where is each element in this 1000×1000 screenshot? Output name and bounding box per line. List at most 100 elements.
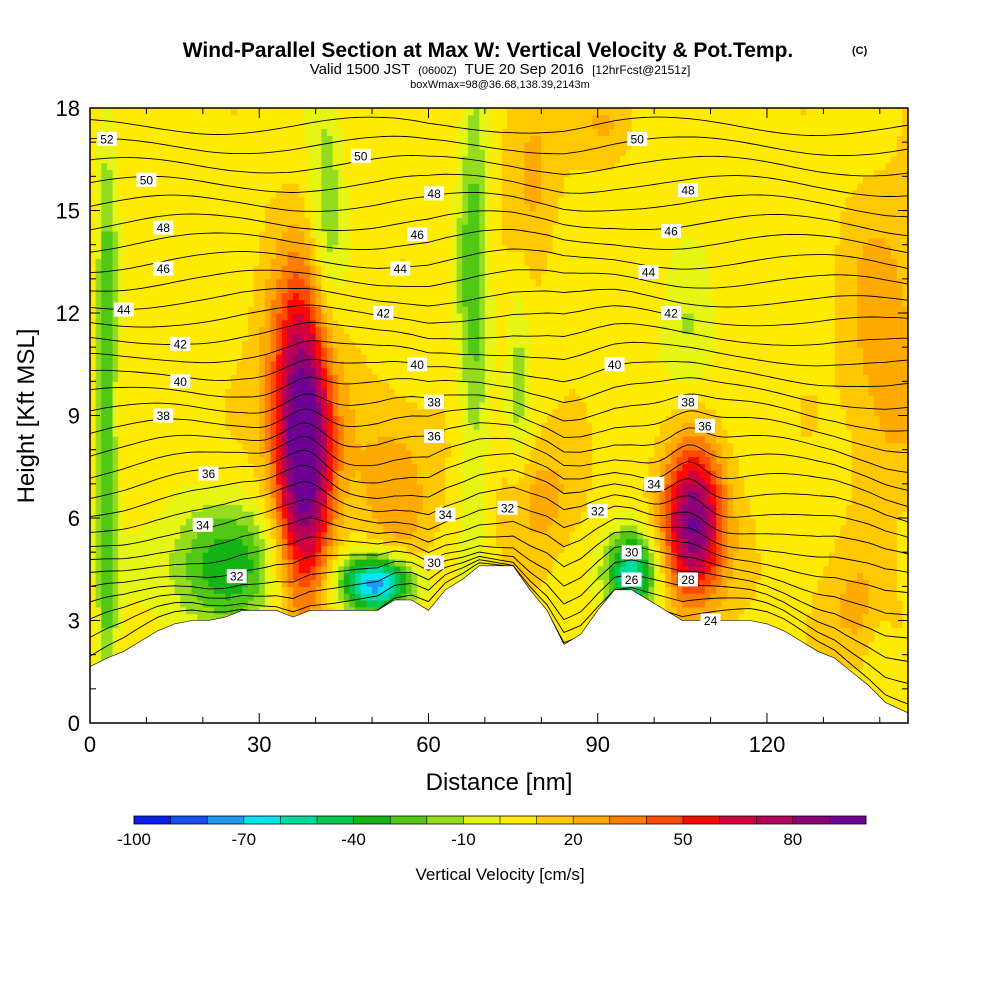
heatmap-cell (360, 292, 368, 300)
heatmap-cell (112, 429, 119, 437)
heatmap-cell (152, 278, 159, 287)
heatmap-cell (270, 456, 277, 464)
heatmap-cell (185, 319, 193, 328)
heatmap-cell (304, 299, 311, 307)
heatmap-cell (106, 449, 114, 458)
heatmap-cell (366, 299, 373, 307)
heatmap-cell (293, 545, 300, 553)
heatmap-cell (174, 436, 181, 444)
heatmap-cell (383, 518, 390, 526)
heatmap-cell (253, 552, 260, 560)
heatmap-cell (219, 340, 226, 348)
heatmap-cell (304, 169, 311, 177)
heatmap-cell (388, 449, 396, 458)
heatmap-cell (106, 299, 114, 307)
heatmap-cell (163, 565, 170, 574)
heatmap-cell (231, 552, 238, 560)
heatmap-cell (270, 531, 277, 540)
heatmap-cell (174, 408, 181, 417)
heatmap-cell (168, 518, 176, 526)
heatmap-cell (298, 572, 305, 581)
heatmap-cell (191, 442, 198, 451)
heatmap-cell (214, 511, 221, 519)
heatmap-cell (129, 128, 136, 136)
heatmap-cell (231, 292, 238, 300)
heatmap-cell (259, 572, 266, 581)
heatmap-cell (118, 347, 125, 355)
heatmap-cell (366, 272, 373, 280)
heatmap-cell (355, 497, 362, 505)
heatmap-cell (236, 224, 243, 232)
heatmap-cell (366, 340, 373, 348)
heatmap-cell (338, 285, 345, 294)
heatmap-cell (394, 429, 401, 437)
heatmap-cell (202, 538, 210, 546)
heatmap-cell (264, 401, 272, 410)
heatmap-cell (112, 415, 119, 423)
heatmap-cell (394, 572, 401, 581)
heatmap-cell (135, 490, 142, 499)
heatmap-cell (287, 210, 294, 218)
heatmap-cell (146, 511, 153, 519)
heatmap-cell (383, 285, 390, 294)
heatmap-cell (372, 326, 379, 335)
heatmap-cell (174, 155, 181, 164)
heatmap-cell (349, 176, 356, 184)
heatmap-cell (247, 265, 255, 273)
heatmap-cell (343, 142, 351, 150)
heatmap-cell (394, 292, 401, 300)
heatmap-cell (377, 135, 384, 143)
heatmap-cell (298, 347, 305, 355)
heatmap-cell (208, 299, 215, 307)
heatmap-cell (338, 278, 345, 287)
heatmap-cell (135, 108, 142, 116)
heatmap-cell (146, 128, 153, 136)
heatmap-cell (95, 142, 102, 150)
heatmap-cell (157, 606, 164, 615)
heatmap-cell (293, 360, 300, 369)
heatmap-cell (185, 217, 193, 225)
heatmap-cell (112, 504, 119, 512)
heatmap-cell (259, 449, 266, 458)
heatmap-cell (377, 415, 384, 423)
heatmap-cell (310, 401, 317, 410)
heatmap-cell (90, 572, 97, 581)
heatmap-cell (231, 162, 238, 171)
heatmap-cell (343, 333, 351, 341)
heatmap-cell (174, 600, 181, 608)
heatmap-cell (236, 395, 243, 403)
heatmap-cell (135, 258, 142, 266)
heatmap-cell (366, 538, 373, 546)
heatmap-cell (219, 258, 226, 266)
heatmap-cell (247, 600, 255, 608)
heatmap-cell (129, 381, 136, 389)
heatmap-cell (101, 456, 108, 464)
heatmap-cell (157, 176, 164, 184)
heatmap-cell (231, 360, 238, 369)
heatmap-cell (140, 354, 148, 362)
heatmap-cell (293, 306, 300, 314)
heatmap-cell (152, 381, 159, 389)
heatmap-cell (174, 586, 181, 594)
heatmap-cell (140, 579, 148, 587)
heatmap-cell (95, 572, 102, 581)
heatmap-cell (101, 278, 108, 287)
heatmap-cell (355, 299, 362, 307)
heatmap-cell (264, 374, 272, 382)
heatmap-cell (298, 395, 305, 403)
heatmap-cell (298, 190, 305, 198)
heatmap-cell (129, 313, 136, 321)
heatmap-cell (135, 531, 142, 540)
heatmap-cell (236, 552, 243, 560)
heatmap-cell (293, 313, 300, 321)
heatmap-cell (101, 477, 108, 485)
heatmap-cell (349, 347, 356, 355)
heatmap-cell (135, 142, 142, 150)
heatmap-cell (304, 333, 311, 341)
heatmap-cell (180, 196, 187, 205)
heatmap-cell (231, 524, 238, 533)
heatmap-cell (326, 347, 334, 355)
heatmap-cell (140, 162, 148, 171)
heatmap-cell (112, 121, 119, 130)
heatmap-cell (101, 381, 108, 389)
